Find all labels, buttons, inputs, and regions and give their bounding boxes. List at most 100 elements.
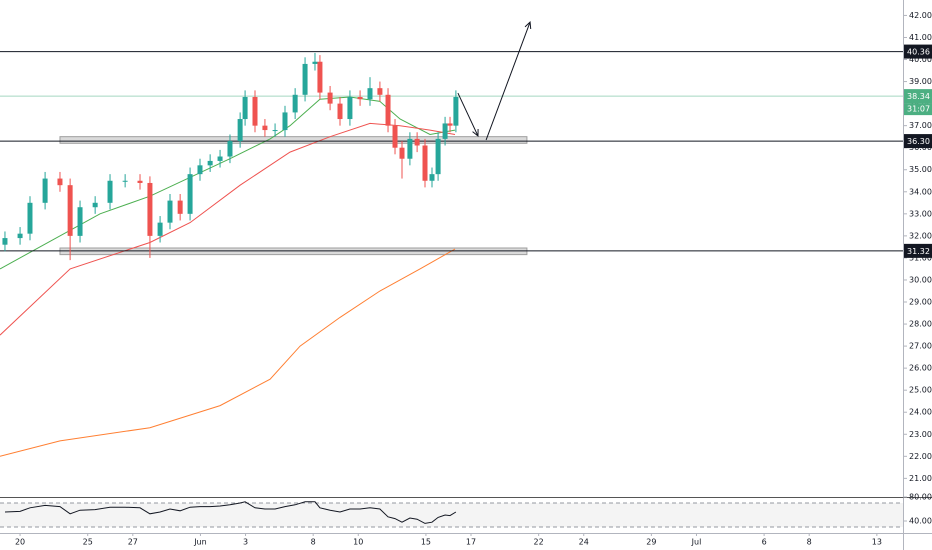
price-label-box bbox=[904, 89, 932, 104]
x-tick-label: 13 bbox=[872, 538, 882, 547]
moving-average bbox=[0, 96, 456, 270]
x-tick-label: 15 bbox=[421, 538, 431, 547]
price-label-box bbox=[904, 134, 932, 149]
candle-body bbox=[137, 180, 143, 183]
countdown-box bbox=[904, 103, 932, 116]
candle-body bbox=[217, 156, 223, 161]
candle-body bbox=[272, 130, 278, 132]
y-tick-label: 37.00 bbox=[909, 121, 932, 130]
price-label: 36.30 bbox=[907, 137, 930, 146]
moving-average bbox=[0, 248, 456, 457]
y-tick-label: 32.00 bbox=[909, 231, 932, 240]
y-tick-label: 21.00 bbox=[909, 474, 932, 483]
y-tick-label: 24.00 bbox=[909, 408, 932, 417]
candle-body bbox=[442, 123, 448, 139]
candle-body bbox=[367, 88, 373, 100]
candle-body bbox=[385, 94, 391, 126]
rsi-tick-label: 80.00 bbox=[909, 493, 932, 502]
price-label: 31.32 bbox=[907, 247, 930, 256]
y-tick-label: 29.00 bbox=[909, 298, 932, 307]
candle-body bbox=[435, 138, 441, 175]
candle-body bbox=[252, 96, 258, 126]
y-tick-label: 25.00 bbox=[909, 386, 932, 395]
price-label-box bbox=[904, 44, 932, 59]
y-tick-label: 33.00 bbox=[909, 209, 932, 218]
rsi-tick-label: 40.00 bbox=[909, 517, 932, 526]
candle-body bbox=[282, 112, 288, 131]
candle-body bbox=[302, 63, 308, 95]
x-tick-label: Jun bbox=[193, 538, 207, 547]
candle-body bbox=[327, 92, 333, 104]
x-tick-label: Jul bbox=[691, 538, 702, 547]
candle-body bbox=[92, 202, 98, 208]
x-tick-label: 29 bbox=[646, 538, 656, 547]
candle-body bbox=[27, 202, 33, 234]
rsi-line bbox=[4, 501, 457, 524]
candle-body bbox=[337, 103, 343, 120]
x-tick-label: 24 bbox=[579, 538, 589, 547]
y-tick-label: 22.00 bbox=[909, 452, 932, 461]
y-tick-label: 39.00 bbox=[909, 77, 932, 86]
y-tick-label: 35.00 bbox=[909, 165, 932, 174]
candle-body bbox=[399, 147, 405, 159]
candle-body bbox=[312, 61, 318, 64]
y-tick-label: 28.00 bbox=[909, 320, 932, 329]
price-label: 38.34 bbox=[907, 92, 930, 101]
candle-body bbox=[292, 94, 298, 113]
x-tick-label: 8 bbox=[807, 538, 812, 547]
candle-body bbox=[177, 200, 183, 214]
x-tick-label: 6 bbox=[762, 538, 767, 547]
x-tick-label: 3 bbox=[243, 538, 248, 547]
candle-body bbox=[453, 96, 459, 126]
arrow bbox=[485, 20, 532, 141]
x-tick-label: 17 bbox=[466, 538, 476, 547]
candle-body bbox=[422, 145, 428, 181]
x-tick-label: 25 bbox=[83, 538, 93, 547]
y-tick-label: 42.00 bbox=[909, 11, 932, 20]
x-tick-label: 20 bbox=[15, 538, 25, 547]
price-label-box bbox=[904, 243, 932, 258]
zone bbox=[59, 136, 528, 144]
y-tick-label: 40.00 bbox=[909, 55, 932, 64]
candle-body bbox=[67, 185, 73, 236]
y-tick-label: 34.00 bbox=[909, 187, 932, 196]
candle-body bbox=[147, 182, 153, 236]
candle-body bbox=[317, 61, 323, 93]
y-tick-label: 26.00 bbox=[909, 364, 932, 373]
x-tick-label: 27 bbox=[128, 538, 138, 547]
countdown: 31:07 bbox=[907, 105, 930, 114]
candle-body bbox=[392, 125, 398, 148]
candle-body bbox=[429, 174, 435, 181]
candle-body bbox=[357, 96, 363, 100]
y-tick-label: 41.00 bbox=[909, 33, 932, 42]
candle-body bbox=[197, 165, 203, 175]
candle-body bbox=[2, 238, 8, 245]
candle-body bbox=[377, 88, 383, 95]
candle-body bbox=[447, 123, 453, 126]
candle-body bbox=[347, 96, 353, 120]
candle-body bbox=[167, 200, 173, 223]
candle-body bbox=[107, 180, 113, 203]
y-tick-label: 30.00 bbox=[909, 275, 932, 284]
candle-body bbox=[157, 222, 163, 236]
x-tick-label: 22 bbox=[534, 538, 544, 547]
candle-body bbox=[407, 138, 413, 159]
y-tick-label: 27.00 bbox=[909, 342, 932, 351]
y-tick-label: 23.00 bbox=[909, 430, 932, 439]
candle-body bbox=[122, 180, 128, 182]
candle-body bbox=[17, 233, 23, 239]
y-tick-label: 31.00 bbox=[909, 253, 932, 262]
candle-body bbox=[237, 119, 243, 142]
x-tick-label: 8 bbox=[311, 538, 316, 547]
price-label: 40.36 bbox=[907, 48, 930, 57]
candle-body bbox=[187, 174, 193, 214]
candle-body bbox=[57, 178, 63, 186]
candle-body bbox=[242, 96, 248, 120]
candle-body bbox=[42, 178, 48, 203]
candle-body bbox=[77, 207, 83, 236]
candle-body bbox=[414, 138, 420, 146]
candle-body bbox=[262, 125, 268, 131]
candle-body bbox=[227, 141, 233, 157]
